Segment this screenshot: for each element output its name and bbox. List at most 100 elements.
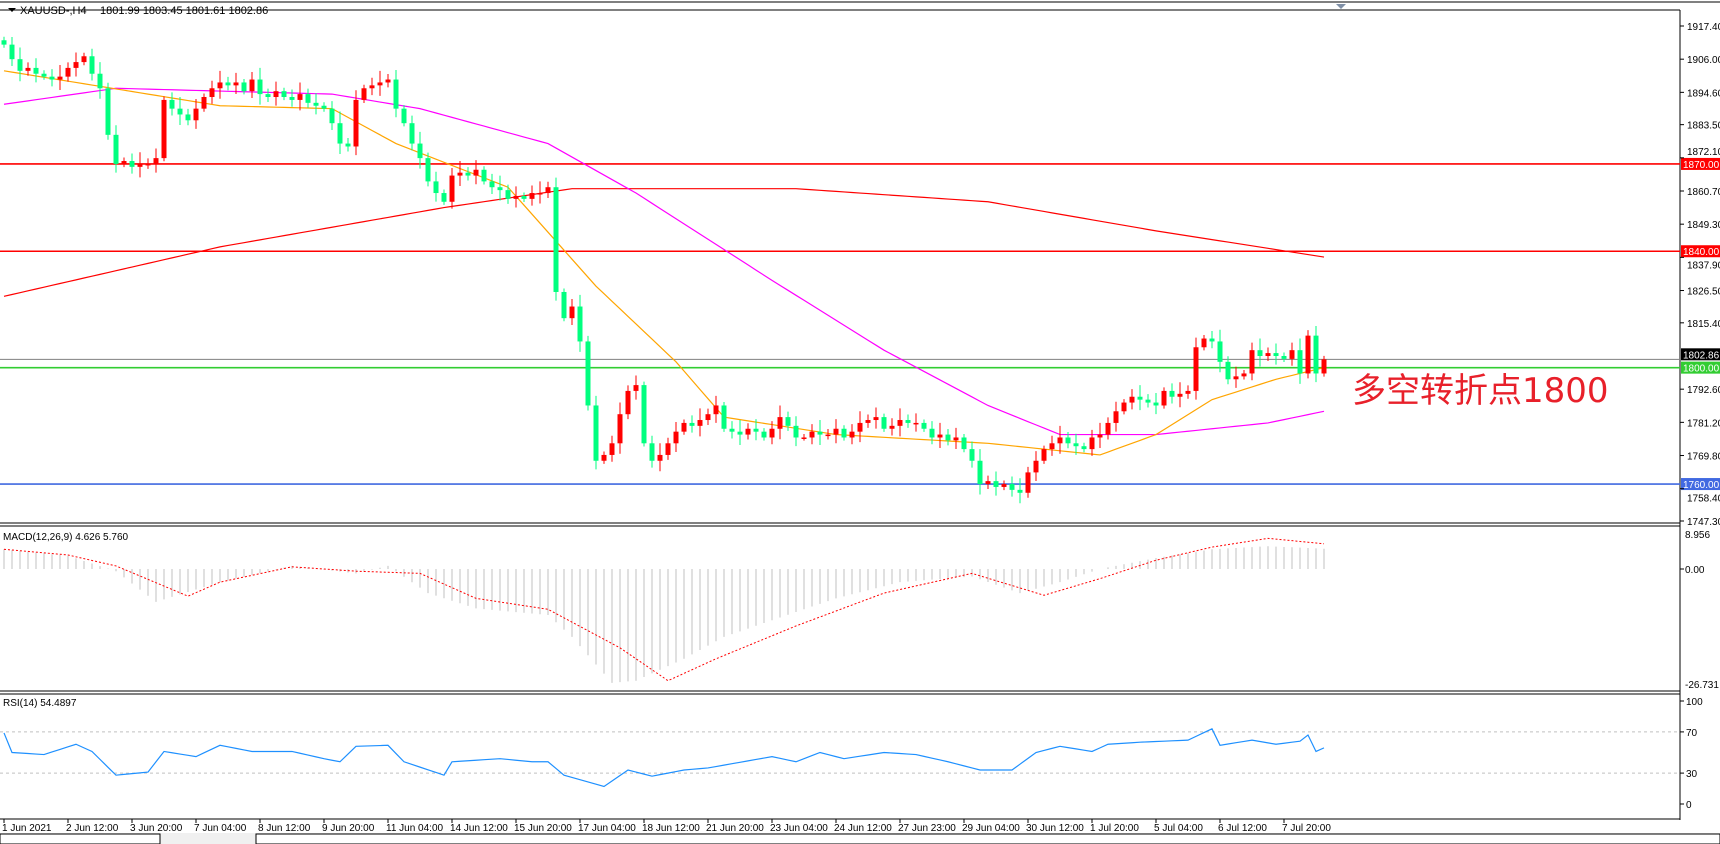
time-tick-label: 21 Jun 20:00 [706,823,764,834]
macd-axis-label: 0.00 [1685,565,1705,576]
candle [521,192,527,202]
candle-body [809,431,815,438]
axes: 1870.00 1840.00 1800.00 1760.00 1802.86 1917.… [2,22,1720,834]
candle-body [121,161,127,164]
price-tick-label: 1849.30 [1687,220,1720,231]
candle-body [129,161,135,167]
candle-body [761,431,767,438]
candle [529,185,535,206]
candle [385,74,391,88]
candle-body [265,94,271,98]
macd-title: MACD(12,26,9) 4.626 5.760 [3,532,129,543]
candle-body [1249,350,1255,374]
candle [953,427,959,450]
time-tick-label: 9 Jun 20:00 [322,823,375,834]
candle-body [905,420,911,423]
chart-shift-marker-icon[interactable] [1336,4,1346,9]
candle [657,443,663,472]
candle [1225,356,1231,385]
candle-body [425,158,431,182]
candle [513,186,519,208]
candle [1321,355,1327,377]
candle-body [1009,484,1015,490]
candle [177,97,183,125]
candle [729,421,735,439]
chart-tab[interactable] [0,833,161,844]
candle [577,294,583,352]
candle-body [1105,422,1111,435]
collapse-triangle-icon[interactable] [8,8,16,12]
candle-body [1201,338,1207,348]
candle-body [33,67,39,74]
candle [505,184,511,204]
candles [1,36,1327,504]
candle-body [881,417,887,429]
candle [921,419,927,432]
candle-body [1281,356,1287,359]
candle [1081,442,1087,453]
price-tick-label: 1747.30 [1687,517,1720,528]
candle-body [9,44,15,60]
candle [193,99,199,129]
candle [673,422,679,452]
candle-body [1241,373,1247,377]
candle-body [281,91,287,98]
candle-body [841,428,847,438]
candle [153,148,159,173]
candle [593,395,599,470]
candle [233,72,239,95]
candle-body [689,422,695,426]
candle [1137,385,1143,411]
candle [273,81,279,106]
candle-body [369,85,375,89]
candle-body [409,123,415,144]
candle-body [1057,437,1063,444]
rsi-line [3,728,1325,788]
candle-body [321,105,327,109]
last-price-tag [1681,348,1720,361]
candle-body [209,88,215,98]
candle-body [153,158,159,164]
candle [969,441,975,468]
price-tick-label: 1781.20 [1687,418,1720,429]
candle [721,401,727,432]
candle [305,88,311,108]
candle [1057,425,1063,454]
candle-body [1081,446,1087,450]
tab-scrollbar[interactable] [255,833,1720,844]
candle-body [601,454,607,461]
candle-body [665,443,671,455]
candle-body [513,195,519,199]
candle-body [137,163,143,167]
candle [1169,383,1175,404]
candle [17,47,23,82]
candle [345,138,351,152]
candle-body [1,40,7,45]
candle-body [89,56,95,74]
candle-body [1273,353,1279,356]
annotation-text[interactable]: 多空转折点1800 [1352,371,1609,411]
candle [329,101,335,131]
moving-averages [3,70,1325,456]
candle [625,385,631,420]
candle [961,433,967,453]
candle [1121,399,1127,415]
rsi-axis-label: 70 [1686,728,1698,739]
candle [225,76,231,91]
candle [1025,466,1031,498]
candle [1153,392,1159,415]
candle-body [1129,396,1135,403]
symbol-label: XAUUSD-,H4 [20,5,87,17]
candle [57,64,63,91]
candle [641,381,647,447]
candle-body [801,437,807,439]
level-price-tag [1681,361,1720,374]
candle [65,62,71,82]
candle-body [1321,359,1327,374]
candle [1201,335,1207,351]
candle [913,413,919,432]
candle [201,93,207,112]
candle [601,451,607,464]
candle-body [113,134,119,164]
